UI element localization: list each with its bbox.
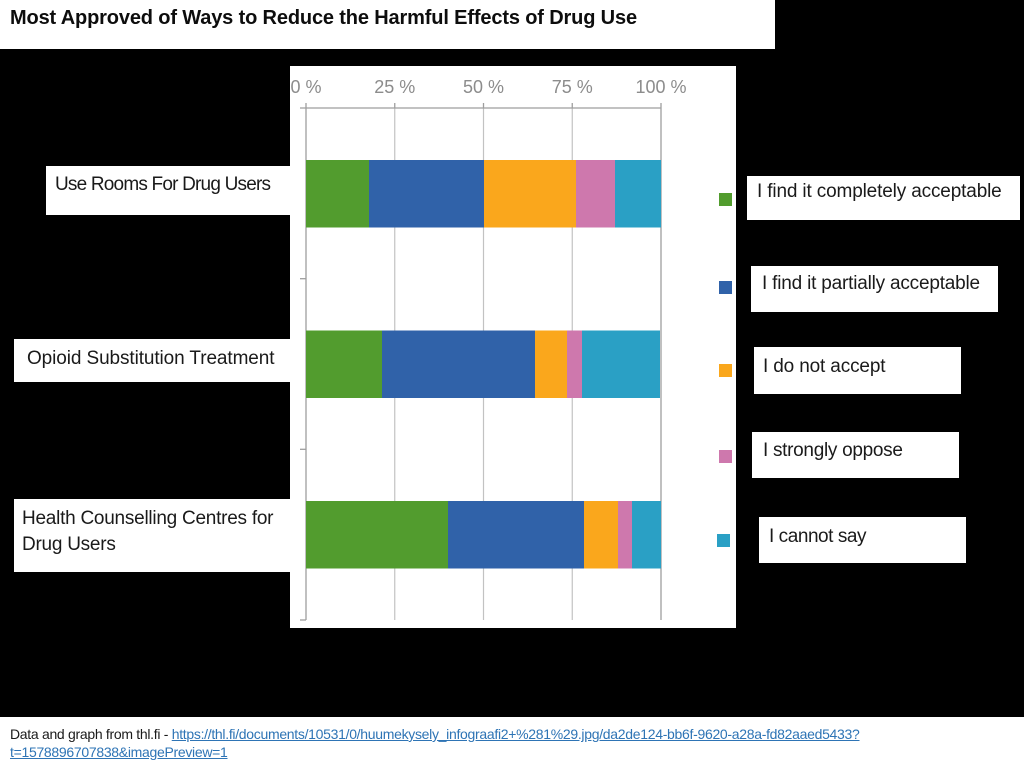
svg-text:50 %: 50 %	[463, 77, 504, 97]
svg-text:100 %: 100 %	[635, 77, 686, 97]
svg-text:75 %: 75 %	[552, 77, 593, 97]
svg-text:25 %: 25 %	[374, 77, 415, 97]
svg-text:0 %: 0 %	[290, 77, 321, 97]
